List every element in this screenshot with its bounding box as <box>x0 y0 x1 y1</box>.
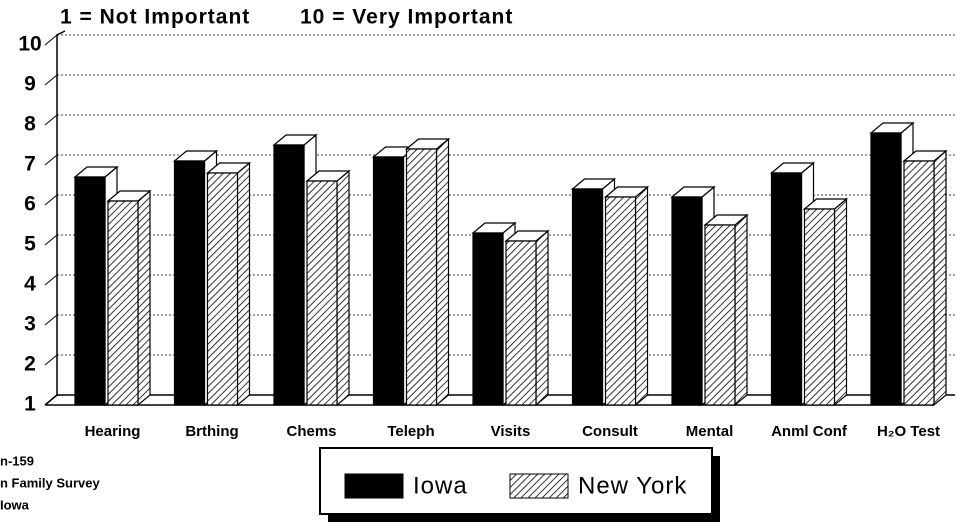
bar-front <box>472 232 504 406</box>
tick-mark <box>44 234 58 246</box>
bar-front <box>372 156 405 406</box>
bar-front <box>405 148 438 406</box>
bar-front <box>505 240 537 406</box>
bar <box>603 185 650 407</box>
legend-label: New York <box>578 472 687 499</box>
bar-side <box>734 213 748 407</box>
tick-mark <box>44 74 58 86</box>
bar-front <box>704 224 736 406</box>
x-tick-label: Anml Conf <box>771 423 848 440</box>
tick-mark <box>44 354 58 366</box>
bar <box>703 213 749 407</box>
bar-front <box>870 132 902 406</box>
legend-label: Iowa <box>413 472 468 499</box>
y-axis <box>44 30 66 406</box>
bar <box>205 161 252 407</box>
x-tick-label: Hearing <box>85 423 141 440</box>
bar-side <box>236 161 251 407</box>
y-tick-label: 5 <box>24 233 36 256</box>
bar-front <box>770 172 803 406</box>
bar-side <box>336 169 350 407</box>
source-note: n Family Survey <box>0 475 100 490</box>
bar-front <box>74 176 106 406</box>
tick-mark <box>44 274 58 286</box>
x-tick-label: Brthing <box>185 423 238 440</box>
x-tick-label: Visits <box>491 423 531 440</box>
y-tick-label: 8 <box>24 113 36 136</box>
x-tick-label: Mental <box>686 423 734 440</box>
annotation: 10 = Very Important <box>300 6 513 29</box>
tick-mark <box>44 394 58 406</box>
bar-front <box>803 208 836 406</box>
bar-front <box>306 180 338 406</box>
y-tick-label: 3 <box>24 313 36 336</box>
annotation: 1 = Not Important <box>60 6 250 29</box>
bar <box>106 189 152 407</box>
y-tick-label: 9 <box>24 73 36 96</box>
y-tick-label: 10 <box>18 33 41 56</box>
x-tick-label: Chems <box>286 423 336 440</box>
tick-mark <box>44 114 58 126</box>
bar-side <box>535 229 549 407</box>
x-tick-label: H₂O Test <box>877 423 940 440</box>
y-tick-label: 1 <box>24 393 36 416</box>
y-tick-label: 2 <box>24 353 36 376</box>
bar <box>902 149 948 407</box>
bar-side <box>435 137 450 407</box>
tick-mark <box>44 314 58 326</box>
bar-front <box>273 144 305 406</box>
source-note: Iowa <box>0 497 30 512</box>
bar-side <box>137 189 151 407</box>
y-tick-label: 4 <box>24 273 36 296</box>
y-tick-label: 6 <box>24 193 36 216</box>
bar-front <box>107 200 139 406</box>
legend-swatch <box>344 473 404 499</box>
bar-front <box>604 196 637 406</box>
bar-front <box>173 160 206 406</box>
bar-front <box>903 160 935 406</box>
bar-front <box>206 172 239 406</box>
bar-side <box>634 185 649 407</box>
tick-mark <box>44 154 58 166</box>
bar <box>504 229 550 407</box>
tick-mark <box>44 34 58 46</box>
bar-side <box>833 197 848 407</box>
bar <box>404 137 451 407</box>
bar-front <box>671 196 703 406</box>
bar <box>305 169 351 407</box>
bar-front <box>571 188 604 406</box>
bar <box>73 165 119 407</box>
tick-mark <box>44 194 58 206</box>
bar-side <box>933 149 947 407</box>
bar <box>802 197 849 407</box>
x-tick-label: Teleph <box>387 423 434 440</box>
x-tick-label: Consult <box>582 423 638 440</box>
source-note: n-159 <box>0 453 34 468</box>
legend-swatch <box>509 473 569 499</box>
y-tick-label: 7 <box>24 153 36 176</box>
